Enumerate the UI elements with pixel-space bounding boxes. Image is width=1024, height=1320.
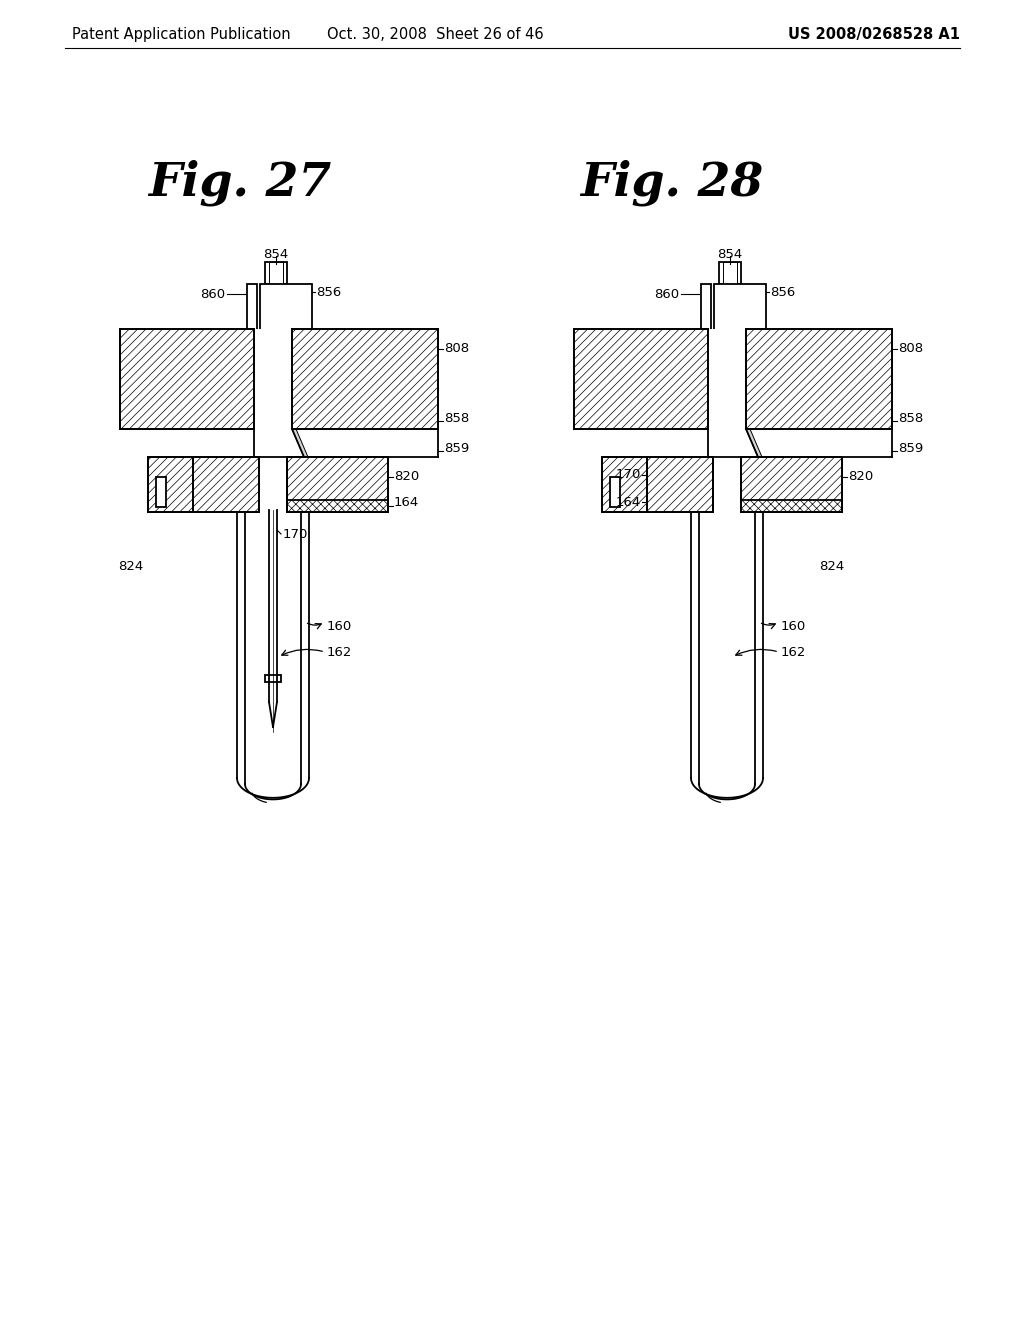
Polygon shape xyxy=(746,429,762,457)
Text: 170: 170 xyxy=(283,528,308,540)
Text: 860: 860 xyxy=(200,288,225,301)
Text: 824: 824 xyxy=(819,561,845,573)
Bar xyxy=(647,457,713,512)
Text: Oct. 30, 2008  Sheet 26 of 46: Oct. 30, 2008 Sheet 26 of 46 xyxy=(327,26,544,42)
Text: 164: 164 xyxy=(615,495,641,508)
Bar xyxy=(741,457,842,512)
Text: 820: 820 xyxy=(848,470,873,483)
Text: 824: 824 xyxy=(118,561,143,573)
Text: Fig. 28: Fig. 28 xyxy=(580,160,763,206)
Text: 170: 170 xyxy=(615,469,641,482)
Text: 856: 856 xyxy=(316,285,341,298)
Bar xyxy=(260,284,312,334)
Bar xyxy=(602,457,647,512)
Text: 808: 808 xyxy=(444,342,469,355)
Bar xyxy=(708,329,746,429)
Text: 164: 164 xyxy=(394,495,419,508)
Bar xyxy=(287,457,388,512)
Text: 858: 858 xyxy=(898,412,924,425)
Bar xyxy=(713,457,741,512)
Text: 162: 162 xyxy=(781,645,806,659)
Text: 859: 859 xyxy=(898,442,924,455)
Bar xyxy=(156,477,166,507)
Text: Patent Application Publication: Patent Application Publication xyxy=(72,26,291,42)
Bar xyxy=(701,284,711,345)
Text: 820: 820 xyxy=(394,470,419,483)
Bar xyxy=(193,457,259,512)
Bar xyxy=(287,500,388,512)
Bar xyxy=(574,329,708,429)
Text: 859: 859 xyxy=(444,442,469,455)
Bar xyxy=(265,675,281,682)
Text: 160: 160 xyxy=(781,620,806,634)
Text: 854: 854 xyxy=(263,248,289,260)
Bar xyxy=(120,329,254,429)
Text: Fig. 27: Fig. 27 xyxy=(148,160,331,206)
Bar xyxy=(746,329,892,429)
Bar xyxy=(254,329,292,429)
Text: 856: 856 xyxy=(770,285,796,298)
Text: 162: 162 xyxy=(327,645,352,659)
Text: 854: 854 xyxy=(718,248,742,260)
Polygon shape xyxy=(292,429,308,457)
Text: US 2008/0268528 A1: US 2008/0268528 A1 xyxy=(788,26,961,42)
Bar xyxy=(723,261,737,284)
Bar xyxy=(259,457,287,512)
Bar xyxy=(292,329,438,429)
Bar xyxy=(265,261,287,284)
Bar xyxy=(714,284,766,334)
Text: 858: 858 xyxy=(444,412,469,425)
Bar xyxy=(247,284,257,345)
Text: 860: 860 xyxy=(654,288,679,301)
Text: 160: 160 xyxy=(327,620,352,634)
Bar xyxy=(269,261,283,284)
Bar xyxy=(719,261,741,284)
Bar xyxy=(741,500,842,512)
Text: 808: 808 xyxy=(898,342,923,355)
Bar xyxy=(148,457,193,512)
Bar xyxy=(610,477,620,507)
